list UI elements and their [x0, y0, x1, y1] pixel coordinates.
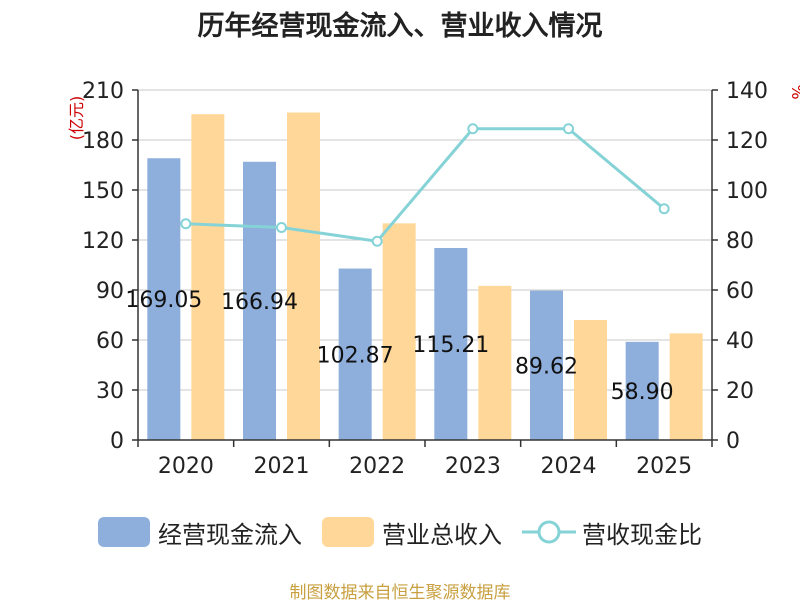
bar-cash-inflow: [147, 158, 181, 440]
right-axis-tick-label: 140: [726, 79, 768, 104]
data-labels: 169.05 166.94 102.87 115.21 89.62 58.90: [125, 288, 673, 405]
left-axis-unit: (亿元): [67, 96, 86, 141]
right-axis-unit: %: [788, 84, 800, 99]
left-axis-tick-label: 0: [110, 429, 124, 454]
legend-item-ratio[interactable]: 营收现金比: [522, 512, 702, 552]
right-axis-tick-label: 120: [726, 129, 768, 154]
bar-revenue: [669, 333, 703, 440]
chart-title: 历年经营现金流入、营业收入情况: [197, 11, 603, 42]
x-axis-tick-label: 2025: [636, 454, 692, 479]
legend-label-revenue: 营业总收入: [382, 520, 502, 549]
bar-cash-inflow: [530, 290, 563, 440]
x-axis-tick-label: 2023: [445, 454, 501, 479]
left-axis-tick-label: 150: [82, 179, 124, 204]
right-axis-tick-label: 100: [726, 179, 768, 204]
data-label-cash-inflow: 58.90: [611, 380, 674, 405]
bar-revenue: [574, 320, 607, 440]
data-label-cash-inflow: 115.21: [412, 333, 489, 358]
x-axis-tick-label: 2022: [349, 454, 405, 479]
bar-revenue: [382, 223, 416, 440]
left-axis-tick-label: 60: [96, 329, 124, 354]
bar-revenue: [287, 112, 320, 440]
ratio-point: [563, 123, 574, 135]
left-axis-tick-label: 210: [82, 79, 124, 104]
legend-item-cash-inflow[interactable]: 经营现金流入: [98, 512, 302, 552]
ratio-point: [658, 203, 670, 215]
right-axis-tick-label: 0: [726, 429, 740, 454]
line-series: [180, 123, 670, 247]
bar-cash-inflow: [625, 341, 659, 440]
x-axis-tick-label: 2021: [254, 454, 310, 479]
data-label-cash-inflow: 169.05: [125, 288, 202, 313]
axes: 0 30 60 90 120 150 180 210 0 20 40 60 80 100 120 140 202…: [82, 79, 768, 479]
x-axis-tick-label: 2020: [158, 454, 214, 479]
legend-swatch-cash-inflow: [98, 517, 150, 547]
data-label-cash-inflow: 89.62: [515, 354, 578, 379]
left-axis-tick-label: 90: [96, 279, 124, 304]
bar-marks: [147, 112, 703, 441]
data-label-cash-inflow: 166.94: [221, 290, 298, 315]
ratio-line: [185, 127, 666, 243]
right-axis-tick-label: 60: [726, 279, 754, 304]
bar-cash-inflow: [243, 161, 276, 440]
bar-cash-inflow: [434, 247, 468, 440]
legend-item-revenue[interactable]: 营业总收入: [322, 512, 502, 552]
ratio-point: [276, 222, 287, 233]
ratio-point: [467, 123, 479, 135]
bar-revenue: [191, 114, 225, 441]
legend: 经营现金流入 营业总收入 营收现金比: [0, 512, 800, 552]
legend-line-icon: [522, 520, 576, 544]
left-axis-tick-label: 120: [82, 229, 124, 254]
data-label-cash-inflow: 102.87: [317, 343, 394, 368]
left-axis-tick-label: 30: [96, 379, 124, 404]
right-axis-tick-label: 80: [726, 229, 754, 254]
legend-label-ratio: 营收现金比: [582, 520, 702, 549]
right-axis-tick-label: 40: [726, 329, 754, 354]
ratio-point: [371, 235, 383, 247]
right-axis-tick-label: 20: [726, 379, 754, 404]
bar-revenue: [478, 285, 512, 440]
left-axis-tick-label: 180: [82, 129, 124, 154]
x-axis-tick-label: 2024: [541, 454, 597, 479]
source-note: 制图数据来自恒生聚源数据库: [289, 583, 511, 603]
legend-label-cash-inflow: 经营现金流入: [158, 520, 302, 549]
bar-cash-inflow: [338, 268, 372, 440]
legend-swatch-revenue: [322, 517, 374, 547]
ratio-point: [180, 218, 192, 230]
